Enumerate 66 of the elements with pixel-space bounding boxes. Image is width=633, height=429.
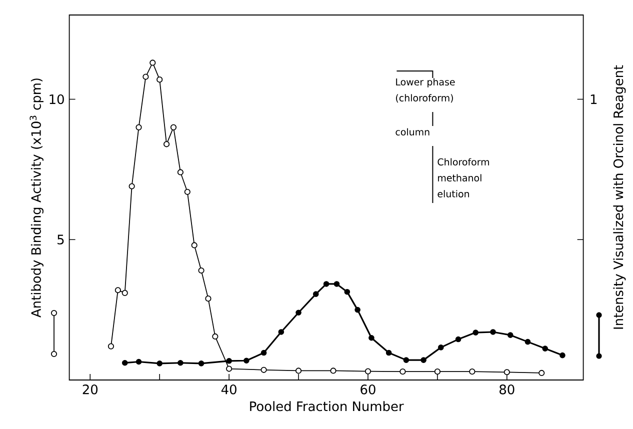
point xyxy=(323,281,330,287)
point xyxy=(524,338,531,345)
text: 1 xyxy=(590,94,597,104)
point xyxy=(507,332,514,338)
point xyxy=(354,306,360,313)
point xyxy=(226,366,232,372)
point xyxy=(490,329,496,335)
point xyxy=(312,291,319,297)
x-tick-label: 60 xyxy=(360,384,376,394)
x-axis-title: Pooled Fraction Number xyxy=(250,401,404,412)
point xyxy=(403,357,410,363)
point xyxy=(108,343,114,350)
point xyxy=(364,368,372,374)
point xyxy=(191,242,198,248)
point xyxy=(455,336,462,342)
point xyxy=(128,183,135,190)
point xyxy=(368,334,374,341)
point xyxy=(278,329,284,335)
point xyxy=(542,346,548,352)
point xyxy=(386,350,392,356)
point xyxy=(136,358,142,365)
point xyxy=(334,281,340,287)
point xyxy=(170,124,177,130)
point xyxy=(260,366,267,373)
point xyxy=(504,369,510,376)
point xyxy=(434,368,440,375)
point xyxy=(122,290,128,296)
point xyxy=(330,368,336,374)
x-tick-label: 40 xyxy=(221,384,236,394)
y-tick-label: 10 xyxy=(50,94,64,104)
y2-axis-title: Intensity Visualized with Orcinol Reagent xyxy=(613,65,626,329)
point xyxy=(538,370,545,376)
annotation: Chloroform methanol elution xyxy=(438,158,489,198)
point xyxy=(177,169,184,176)
point xyxy=(344,288,350,295)
annotation: column xyxy=(396,128,430,136)
point xyxy=(150,60,156,66)
point xyxy=(184,188,190,195)
point xyxy=(226,358,232,364)
x-tick-label: 20 xyxy=(82,384,98,394)
point xyxy=(244,358,250,364)
point xyxy=(560,352,566,358)
point xyxy=(163,141,170,148)
point xyxy=(420,357,426,363)
point xyxy=(136,124,142,130)
point xyxy=(114,287,121,294)
y-tick-label: 5 xyxy=(58,234,64,244)
point xyxy=(295,368,302,374)
point xyxy=(122,360,128,366)
point xyxy=(178,360,184,366)
point xyxy=(296,310,302,316)
point xyxy=(198,267,204,274)
y-axis-title: Antibody Binding Activity (x10$^{3}$ cpm) xyxy=(30,78,44,318)
point xyxy=(198,360,204,366)
point xyxy=(469,368,476,375)
point xyxy=(438,344,444,350)
point xyxy=(212,333,218,340)
x-tick-label: 80 xyxy=(500,384,514,394)
point xyxy=(400,368,406,375)
annotation: Lower phase (chloroform) xyxy=(396,78,455,103)
point xyxy=(156,76,163,83)
point xyxy=(472,330,479,336)
point xyxy=(260,350,267,356)
point xyxy=(156,360,162,366)
point xyxy=(205,296,212,302)
point xyxy=(142,74,149,80)
